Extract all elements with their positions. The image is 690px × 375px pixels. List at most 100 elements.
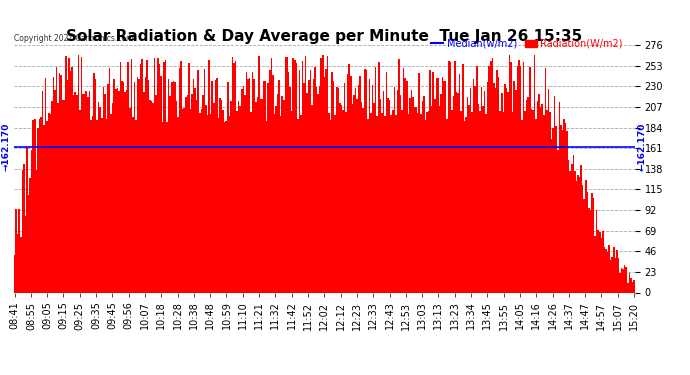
Bar xyxy=(226,122,227,292)
Bar xyxy=(479,111,481,292)
Bar xyxy=(582,185,584,292)
Bar xyxy=(239,106,241,292)
Bar xyxy=(253,79,255,292)
Bar xyxy=(509,56,511,292)
Bar xyxy=(507,92,509,292)
Bar xyxy=(535,119,537,292)
Bar xyxy=(135,120,137,292)
Bar xyxy=(422,100,423,292)
Bar xyxy=(630,278,631,292)
Bar xyxy=(37,128,39,292)
Bar xyxy=(26,147,28,292)
Bar xyxy=(600,238,602,292)
Bar xyxy=(262,99,263,292)
Bar xyxy=(356,99,357,292)
Text: Copyright 2021 Cartronics.com: Copyright 2021 Cartronics.com xyxy=(14,33,134,42)
Bar xyxy=(375,67,377,292)
Bar xyxy=(224,122,226,292)
Bar xyxy=(333,81,335,292)
Bar xyxy=(335,116,336,292)
Bar xyxy=(477,104,479,292)
Bar xyxy=(531,109,532,292)
Bar xyxy=(402,110,403,292)
Bar xyxy=(384,117,386,292)
Bar xyxy=(195,88,196,292)
Bar xyxy=(481,87,482,292)
Bar xyxy=(489,66,490,292)
Bar xyxy=(383,92,384,292)
Bar xyxy=(574,171,575,292)
Bar xyxy=(515,90,517,292)
Bar xyxy=(339,103,341,292)
Bar xyxy=(160,76,161,292)
Bar xyxy=(237,111,238,292)
Bar xyxy=(622,269,624,292)
Bar xyxy=(246,72,247,292)
Bar xyxy=(526,100,527,292)
Bar xyxy=(59,73,61,292)
Bar xyxy=(249,78,250,292)
Bar xyxy=(605,249,607,292)
Bar xyxy=(512,112,513,292)
Bar xyxy=(42,91,43,292)
Bar xyxy=(616,250,618,292)
Bar xyxy=(272,75,274,292)
Bar xyxy=(387,98,389,292)
Bar xyxy=(15,209,17,292)
Bar xyxy=(21,170,23,292)
Bar xyxy=(295,63,297,292)
Bar xyxy=(275,105,277,292)
Bar xyxy=(103,87,104,292)
Bar xyxy=(560,125,562,292)
Bar xyxy=(351,104,353,292)
Text: ←162.170: ←162.170 xyxy=(638,123,647,171)
Bar xyxy=(604,248,605,292)
Bar xyxy=(389,100,391,292)
Bar xyxy=(538,94,540,292)
Bar xyxy=(304,82,305,292)
Bar xyxy=(269,70,270,292)
Bar xyxy=(199,113,201,292)
Bar xyxy=(56,67,57,292)
Bar xyxy=(609,245,610,292)
Bar xyxy=(475,86,476,292)
Bar xyxy=(143,92,144,292)
Bar xyxy=(289,87,291,292)
Bar xyxy=(319,86,320,292)
Bar xyxy=(210,114,211,292)
Bar xyxy=(144,77,146,292)
Bar xyxy=(504,84,506,292)
Bar xyxy=(132,117,134,292)
Bar xyxy=(627,283,629,292)
Bar xyxy=(150,100,152,292)
Bar xyxy=(63,100,65,292)
Bar xyxy=(88,91,90,292)
Bar xyxy=(154,58,155,292)
Bar xyxy=(433,72,434,292)
Bar xyxy=(521,120,523,292)
Bar xyxy=(70,70,71,292)
Bar xyxy=(578,175,579,292)
Bar xyxy=(575,181,578,292)
Bar xyxy=(500,111,501,292)
Bar xyxy=(208,60,210,292)
Bar xyxy=(67,80,68,292)
Bar xyxy=(263,81,264,292)
Bar xyxy=(423,96,424,292)
Bar xyxy=(594,236,596,292)
Bar xyxy=(471,112,473,292)
Bar xyxy=(457,93,459,292)
Bar xyxy=(31,150,32,292)
Bar xyxy=(244,95,246,292)
Bar xyxy=(355,88,356,292)
Bar xyxy=(602,231,604,292)
Bar xyxy=(215,80,216,292)
Bar xyxy=(137,77,138,292)
Bar xyxy=(197,70,199,292)
Bar xyxy=(310,70,311,292)
Bar xyxy=(381,113,383,292)
Bar xyxy=(190,108,191,292)
Bar xyxy=(523,62,524,292)
Bar xyxy=(435,78,437,292)
Bar xyxy=(491,58,493,292)
